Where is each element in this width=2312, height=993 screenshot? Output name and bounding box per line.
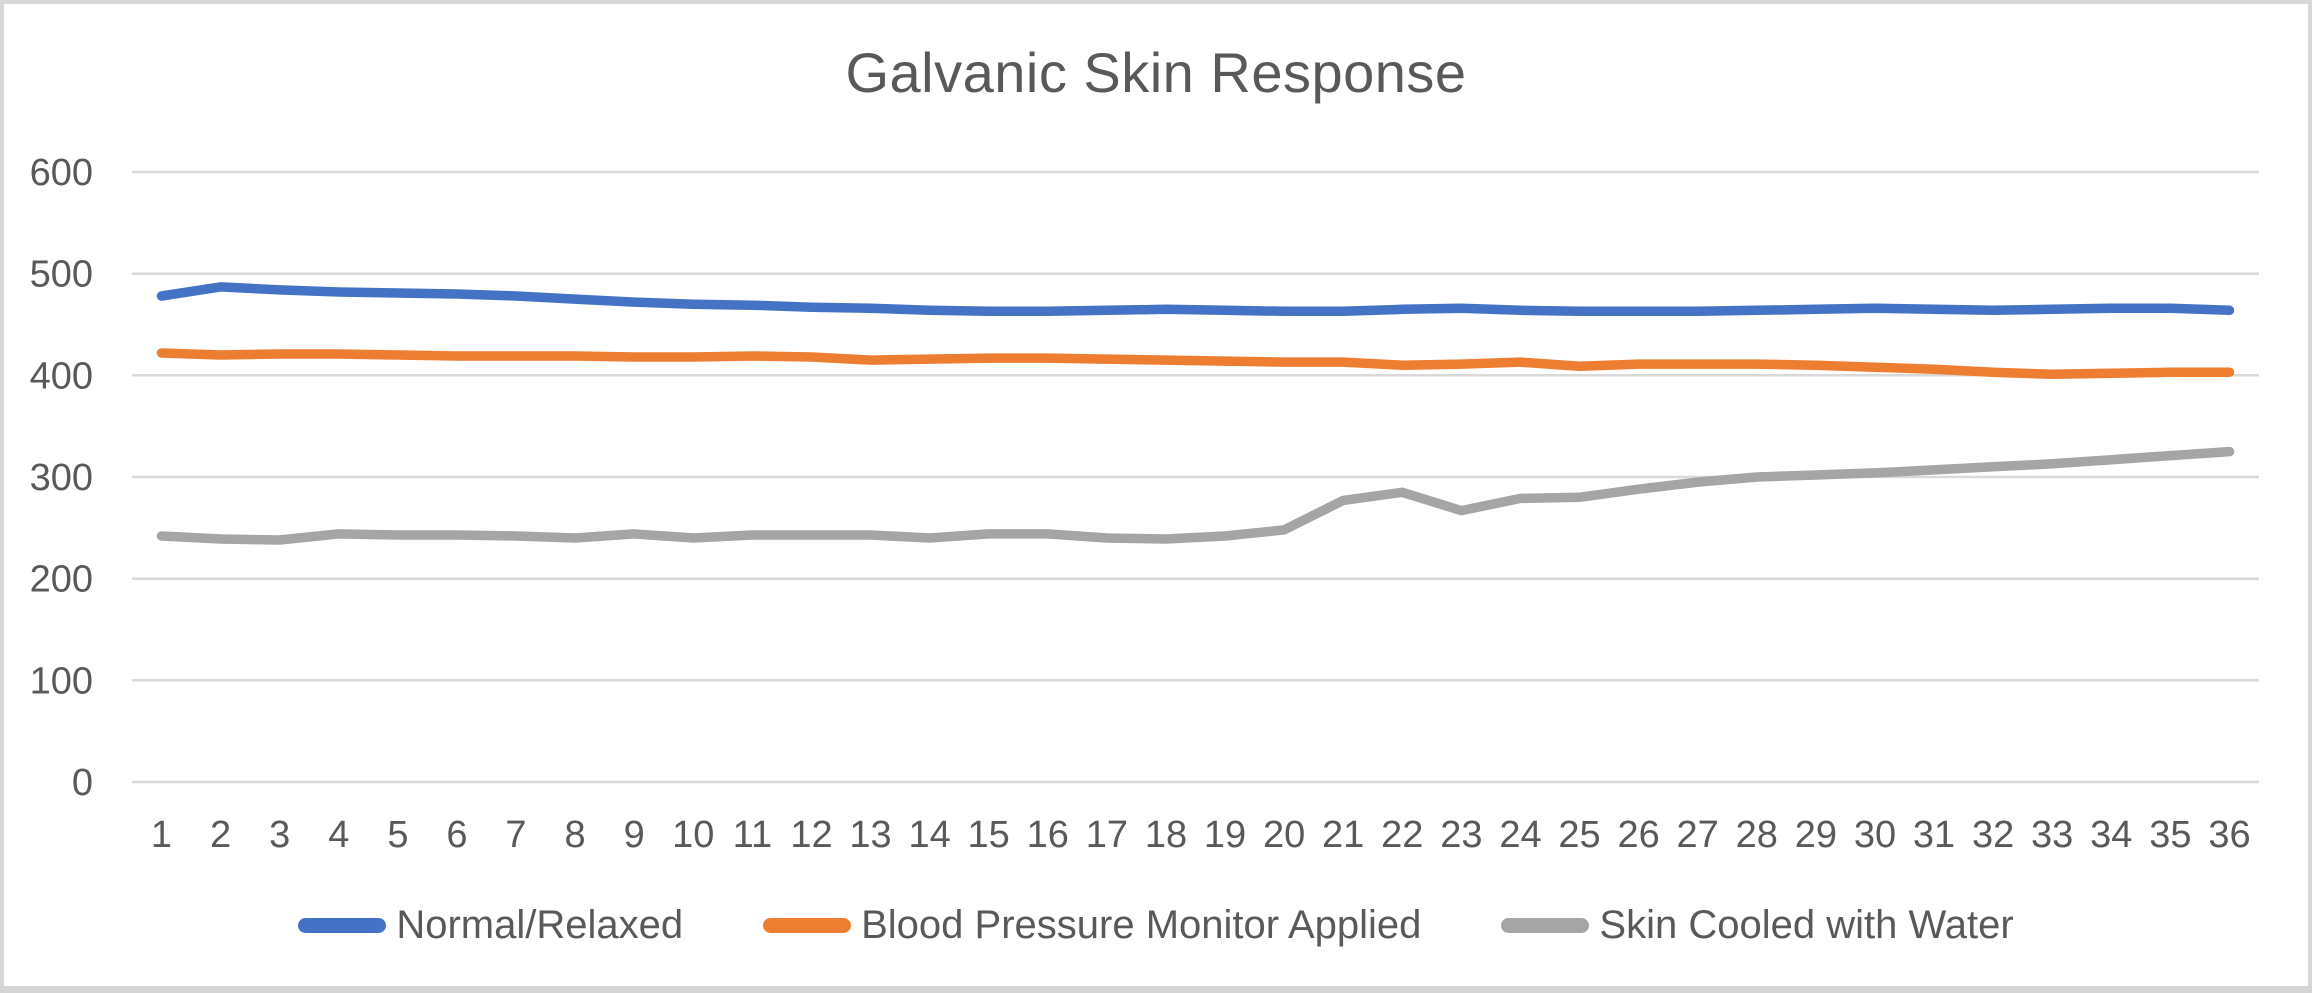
legend-swatch-orange-icon — [763, 917, 852, 933]
legend-label: Skin Cooled with Water — [1599, 902, 2014, 947]
x-tick-label: 26 — [1617, 814, 1659, 856]
x-tick-label: 15 — [968, 814, 1010, 856]
x-tick-label: 11 — [733, 814, 772, 856]
x-tick-label: 22 — [1381, 814, 1423, 856]
x-tick-label: 13 — [849, 814, 891, 856]
x-tick-label: 6 — [446, 814, 467, 856]
series-line-1[interactable] — [156, 348, 2235, 380]
x-tick-label: 19 — [1204, 814, 1246, 856]
x-tick-label: 34 — [2090, 814, 2132, 856]
x-tick-label: 20 — [1263, 814, 1305, 856]
x-tick-label: 4 — [328, 814, 349, 856]
x-tick-label: 16 — [1027, 814, 1069, 856]
x-tick-label: 36 — [2208, 814, 2250, 856]
x-tick-label: 1 — [151, 814, 172, 856]
legend-label: Normal/Relaxed — [396, 902, 684, 947]
x-tick-label: 30 — [1854, 814, 1896, 856]
bottom-edge — [0, 986, 2312, 993]
y-tick-label: 600 — [30, 152, 93, 194]
x-tick-label: 5 — [387, 814, 408, 856]
x-tick-label: 32 — [1972, 814, 2014, 856]
x-tick-label: 31 — [1913, 814, 1955, 856]
x-tick-label: 25 — [1558, 814, 1600, 856]
y-tick-label: 200 — [30, 559, 93, 601]
y-tick-label: 500 — [30, 254, 93, 296]
y-tick-label: 300 — [30, 457, 93, 499]
x-tick-label: 8 — [565, 814, 586, 856]
x-tick-label: 28 — [1736, 814, 1778, 856]
legend-item-blood-pressure-monitor[interactable]: Blood Pressure Monitor Applied — [763, 903, 1421, 948]
x-tick-label: 12 — [790, 814, 832, 856]
x-tick-label: 3 — [269, 814, 290, 856]
x-tick-label: 21 — [1322, 814, 1364, 856]
legend-label: Blood Pressure Monitor Applied — [861, 902, 1422, 947]
y-tick-label: 0 — [72, 762, 93, 804]
x-tick-label: 10 — [672, 814, 714, 856]
x-tick-label: 9 — [624, 814, 645, 856]
legend-swatch-blue-icon — [298, 917, 387, 933]
series-line-0[interactable] — [156, 282, 2235, 317]
x-tick-label: 35 — [2149, 814, 2191, 856]
x-tick-label: 27 — [1677, 814, 1719, 856]
x-tick-label: 23 — [1440, 814, 1482, 856]
x-tick-label: 2 — [210, 814, 231, 856]
y-tick-label: 100 — [30, 660, 93, 702]
x-tick-label: 24 — [1499, 814, 1541, 856]
y-tick-label: 400 — [30, 355, 93, 397]
x-tick-label: 18 — [1145, 814, 1187, 856]
chart-title[interactable]: Galvanic Skin Response — [845, 41, 1467, 104]
x-tick-label: 17 — [1086, 814, 1128, 856]
x-tick-label: 29 — [1795, 814, 1837, 856]
legend-item-normal-relaxed[interactable]: Normal/Relaxed — [298, 903, 683, 948]
series-line-2[interactable] — [156, 446, 2235, 545]
x-tick-label: 33 — [2031, 814, 2073, 856]
x-tick-label: 14 — [908, 814, 950, 856]
legend: Normal/Relaxed Blood Pressure Monitor Ap… — [0, 896, 2312, 954]
x-tick-label: 7 — [505, 814, 526, 856]
legend-item-skin-cooled-water[interactable]: Skin Cooled with Water — [1501, 902, 2014, 948]
legend-swatch-gray-icon — [1501, 917, 1590, 933]
